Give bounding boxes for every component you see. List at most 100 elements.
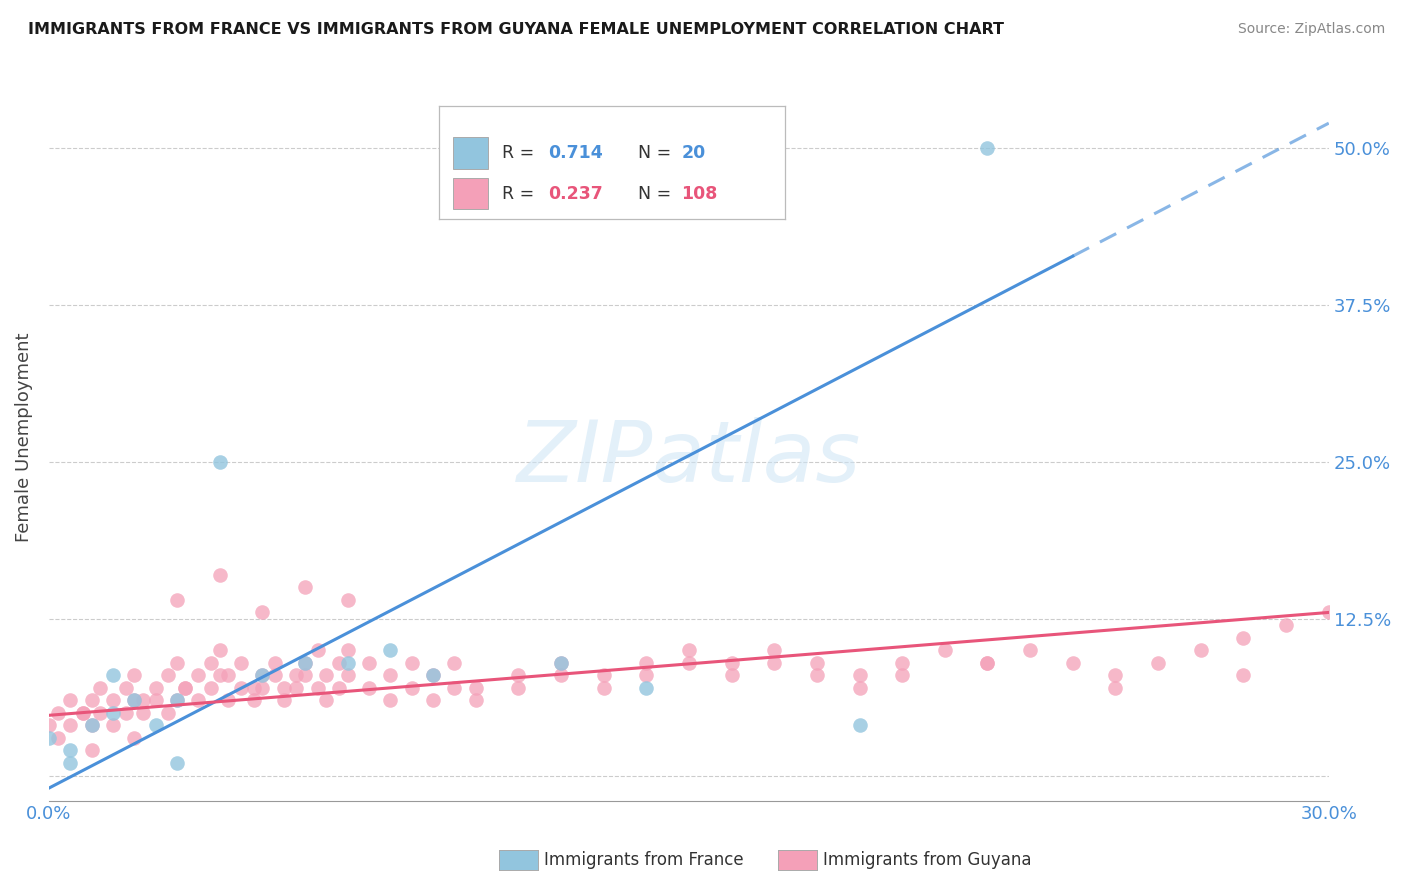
Point: [464, 693, 486, 707]
Point: [80, 718, 103, 732]
Point: [46, 706, 69, 720]
Point: [328, 681, 350, 695]
Point: [1232, 631, 1254, 645]
Point: [200, 656, 222, 670]
Point: [273, 693, 295, 707]
Point: [101, 706, 124, 720]
Point: [636, 656, 658, 670]
Point: [380, 643, 402, 657]
Point: [208, 455, 231, 469]
Point: [157, 668, 180, 682]
Point: [315, 693, 337, 707]
Point: [592, 668, 614, 682]
Point: [1019, 643, 1042, 657]
Point: [59, 718, 82, 732]
Point: [508, 681, 530, 695]
Point: [806, 668, 828, 682]
Point: [273, 681, 295, 695]
Point: [229, 656, 252, 670]
Y-axis label: Female Unemployment: Female Unemployment: [15, 332, 32, 541]
Point: [1062, 656, 1084, 670]
Point: [422, 668, 444, 682]
Point: [252, 606, 274, 620]
Point: [976, 656, 998, 670]
Point: [380, 668, 402, 682]
Point: [166, 693, 188, 707]
Point: [72, 706, 94, 720]
Point: [1232, 668, 1254, 682]
Point: [285, 681, 308, 695]
Text: Immigrants from France: Immigrants from France: [544, 851, 744, 869]
Point: [806, 656, 828, 670]
Point: [550, 656, 572, 670]
Point: [422, 668, 444, 682]
Point: [464, 681, 486, 695]
Point: [422, 693, 444, 707]
Point: [401, 681, 423, 695]
Point: [443, 681, 465, 695]
Point: [59, 756, 82, 770]
Point: [166, 693, 188, 707]
Text: ZIPatlas: ZIPatlas: [517, 417, 860, 500]
Point: [38, 718, 60, 732]
Point: [217, 668, 239, 682]
Point: [720, 656, 742, 670]
Point: [208, 643, 231, 657]
Point: [264, 668, 287, 682]
Point: [294, 656, 316, 670]
Point: [1189, 643, 1212, 657]
Point: [550, 668, 572, 682]
Point: [336, 643, 359, 657]
Point: [124, 693, 146, 707]
Point: [1104, 681, 1126, 695]
Point: [357, 681, 380, 695]
Point: [80, 718, 103, 732]
Text: Immigrants from Guyana: Immigrants from Guyana: [823, 851, 1031, 869]
Point: [678, 643, 700, 657]
Point: [1104, 668, 1126, 682]
Point: [72, 706, 94, 720]
Point: [89, 681, 111, 695]
Point: [336, 656, 359, 670]
Point: [242, 681, 264, 695]
Point: [976, 656, 998, 670]
Point: [124, 731, 146, 745]
Point: [208, 668, 231, 682]
Point: [157, 706, 180, 720]
Point: [101, 718, 124, 732]
Point: [166, 656, 188, 670]
Point: [59, 743, 82, 757]
Point: [145, 718, 167, 732]
Point: [187, 693, 209, 707]
Point: [174, 681, 197, 695]
Point: [336, 668, 359, 682]
Point: [636, 681, 658, 695]
Point: [200, 681, 222, 695]
Point: [1275, 618, 1298, 632]
Point: [229, 681, 252, 695]
Point: [285, 668, 308, 682]
Text: IMMIGRANTS FROM FRANCE VS IMMIGRANTS FROM GUYANA FEMALE UNEMPLOYMENT CORRELATION: IMMIGRANTS FROM FRANCE VS IMMIGRANTS FRO…: [28, 22, 1004, 37]
Point: [848, 668, 870, 682]
Point: [380, 693, 402, 707]
Point: [720, 668, 742, 682]
Point: [101, 693, 124, 707]
Point: [976, 141, 998, 155]
Point: [187, 668, 209, 682]
Point: [678, 656, 700, 670]
Point: [124, 693, 146, 707]
Point: [763, 643, 786, 657]
Point: [401, 656, 423, 670]
Point: [294, 656, 316, 670]
Point: [315, 668, 337, 682]
Point: [307, 643, 329, 657]
Point: [307, 681, 329, 695]
Point: [145, 693, 167, 707]
Point: [132, 706, 155, 720]
Point: [46, 731, 69, 745]
Point: [166, 593, 188, 607]
Point: [550, 656, 572, 670]
Point: [848, 681, 870, 695]
Point: [636, 668, 658, 682]
Point: [252, 681, 274, 695]
